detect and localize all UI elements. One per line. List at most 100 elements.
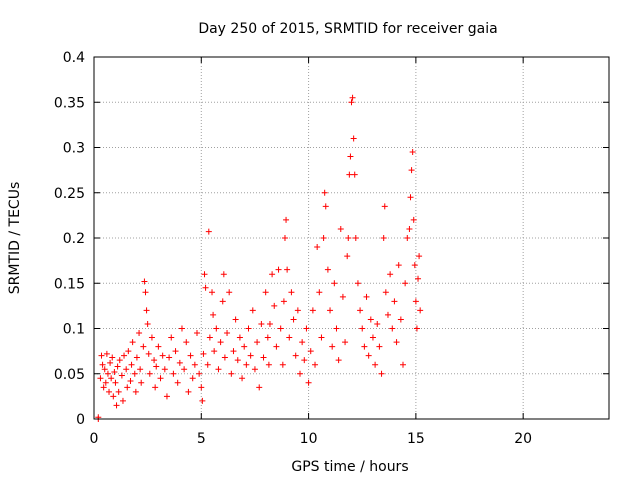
data-point [210, 311, 217, 318]
data-point [113, 402, 120, 409]
y-tick-label: 0.2 [63, 231, 85, 247]
data-point [346, 171, 353, 178]
data-point [381, 203, 388, 210]
data-point [344, 253, 351, 260]
data-point [168, 334, 175, 341]
data-point [369, 334, 376, 341]
data-point [301, 357, 308, 364]
data-point [347, 153, 354, 160]
data-point [389, 325, 396, 332]
data-point [348, 99, 355, 106]
data-point [241, 343, 248, 350]
data-point [284, 266, 291, 273]
data-point [234, 357, 241, 364]
data-point [243, 361, 250, 368]
data-point [387, 271, 394, 278]
y-tick-label: 0 [76, 412, 85, 428]
data-point [384, 311, 391, 318]
data-point [413, 325, 420, 332]
x-tick-label: 0 [90, 431, 99, 447]
data-point [307, 348, 314, 355]
data-point [141, 278, 148, 285]
data-point [260, 354, 267, 361]
data-point [194, 330, 200, 337]
data-point [292, 352, 299, 359]
data-point [118, 372, 125, 379]
data-point [232, 316, 239, 323]
data-point [365, 352, 372, 359]
data-point [329, 343, 336, 350]
data-point [144, 320, 151, 327]
data-point [142, 289, 149, 296]
data-point [409, 149, 416, 156]
data-point [132, 388, 139, 395]
data-point [121, 352, 128, 359]
data-point [137, 366, 144, 373]
grid-layer [94, 57, 609, 419]
data-point [228, 370, 235, 377]
data-point [299, 339, 306, 346]
data-point [101, 366, 108, 373]
data-point [206, 334, 213, 341]
data-point [155, 343, 162, 350]
data-point [279, 361, 286, 368]
data-point [372, 361, 379, 368]
data-point [236, 334, 243, 341]
data-point [258, 320, 265, 327]
data-point [166, 354, 173, 361]
data-point [254, 339, 261, 346]
data-point [152, 384, 159, 391]
data-point [219, 298, 226, 305]
data-point [170, 370, 177, 377]
data-point [138, 379, 145, 386]
data-point [333, 325, 340, 332]
data-point [109, 354, 116, 361]
data-point [400, 361, 406, 368]
y-tick-label: 0.15 [54, 276, 85, 292]
data-point [127, 377, 134, 384]
y-tick-label: 0.25 [54, 186, 85, 202]
data-point [415, 275, 422, 282]
data-point [196, 370, 203, 377]
data-point [277, 325, 284, 332]
x-tick-label: 15 [407, 431, 425, 447]
data-point [361, 343, 368, 350]
data-point [281, 235, 288, 241]
data-point [283, 216, 290, 223]
data-point [256, 384, 263, 391]
y-tick-label: 0.4 [63, 50, 85, 66]
data-point [335, 357, 342, 364]
data-point [199, 397, 206, 404]
data-point [111, 368, 118, 375]
data-point [136, 330, 143, 337]
plot-border [93, 56, 610, 420]
data-point [266, 320, 273, 327]
data-point [342, 339, 349, 346]
data-point [322, 203, 329, 210]
data-point [393, 339, 400, 346]
data-point [146, 370, 153, 377]
data-point [349, 94, 356, 101]
data-point [200, 350, 207, 357]
data-point [239, 375, 246, 382]
data-point [161, 366, 168, 373]
data-point [181, 366, 188, 373]
data-point [264, 334, 271, 341]
data-point [402, 280, 409, 287]
y-tick-label: 0.3 [63, 141, 85, 157]
data-point [412, 298, 419, 305]
data-point [213, 325, 220, 332]
data-point [380, 235, 387, 241]
data-point [350, 135, 357, 142]
data-point [357, 307, 364, 314]
data-point [395, 262, 402, 269]
data-point [417, 307, 424, 314]
data-point [324, 266, 331, 273]
data-point [224, 330, 231, 337]
data-point [128, 361, 135, 368]
data-point [247, 352, 254, 359]
y-axis-label: SRMTID / TECUs [7, 182, 23, 295]
data-point [280, 298, 287, 305]
data-point [102, 379, 109, 386]
